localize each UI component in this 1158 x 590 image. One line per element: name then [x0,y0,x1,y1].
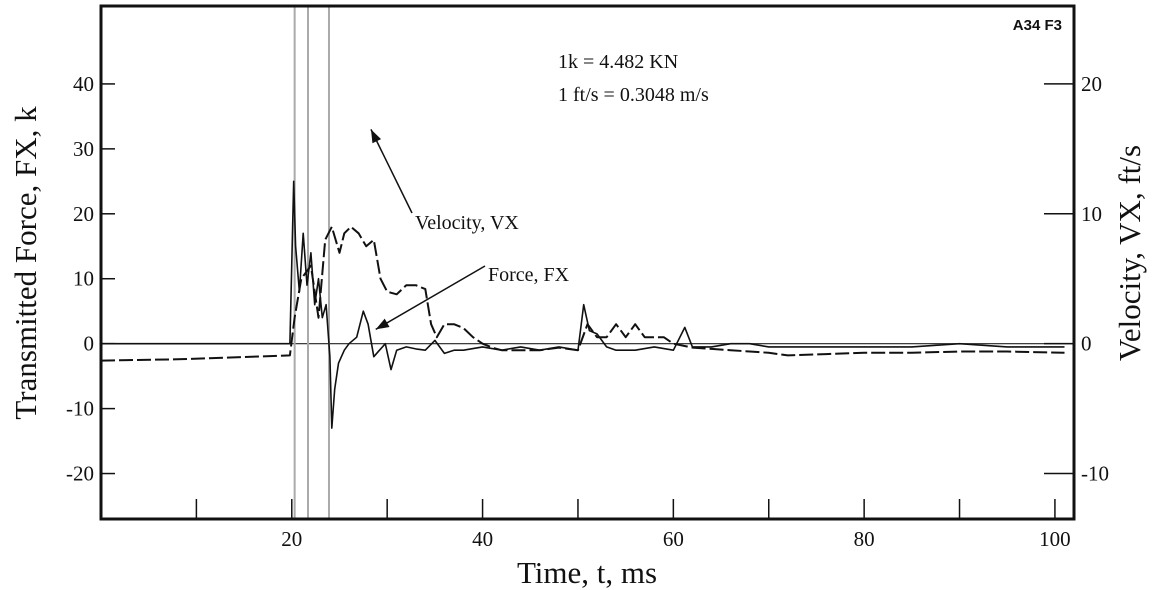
annotation-label-1: Force, FX [488,264,570,286]
y-left-tick-label-20: 20 [73,202,94,226]
y-left-tick-label-40: 40 [73,72,94,96]
series-line-force [101,180,1065,429]
annotation-label-0: Velocity, VX [415,212,519,234]
x-tick-label-60: 60 [663,527,684,551]
y-right-tick-label--10: -10 [1081,462,1109,486]
x-tick-label-40: 40 [472,527,493,551]
y-left-tick-label--10: -10 [66,397,94,421]
plot-frame [99,4,1076,521]
annotation-arrow-0 [370,129,413,214]
y-axis-label-left: Transmitted Force, FX, k [8,106,43,420]
y-right-tick-label-0: 0 [1081,332,1092,356]
x-tick-label-20: 20 [281,527,302,551]
conversion-velocity: 1 ft/s = 0.3048 m/s [558,84,709,106]
corner-label: A34 F3 [1013,17,1062,34]
y-left-tick-label-30: 30 [73,137,94,161]
annotation-arrow-1 [375,265,486,331]
x-tick-label-80: 80 [854,527,875,551]
x-tick-label-100: 100 [1039,527,1071,551]
y-right-tick-label-20: 20 [1081,72,1102,96]
x-axis-label: Time, t, ms [517,555,657,590]
series-line-velocity [100,225,1065,362]
y-left-tick-label-10: 10 [73,267,94,291]
y-axis-label-right: Velocity, VX, ft/s [1112,145,1147,361]
annotation-arrowhead-0 [370,129,382,144]
conversion-force: 1k = 4.482 KN [558,51,678,73]
annotation-layer: Velocity, VX Force, FX [370,129,570,331]
y-left-tick-label--20: -20 [66,462,94,486]
annotation-arrowhead-1 [375,318,390,330]
y-right-tick-label-10: 10 [1081,202,1102,226]
y-left-tick-label-0: 0 [84,332,95,356]
